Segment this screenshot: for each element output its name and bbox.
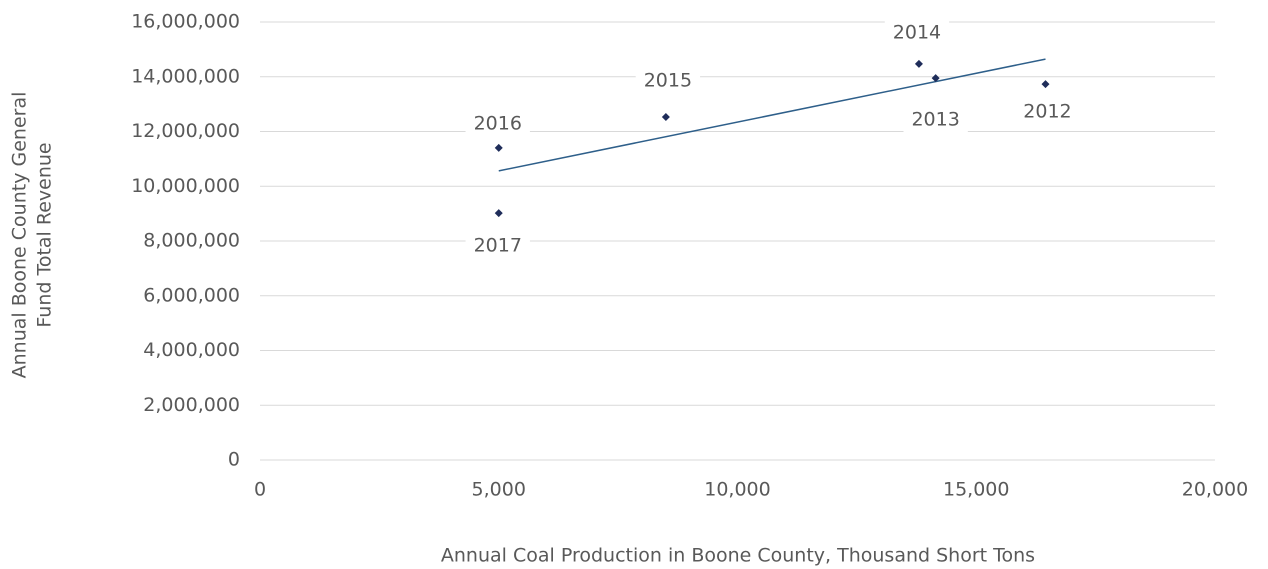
- label-background: [635, 67, 701, 94]
- point: [914, 59, 923, 68]
- y-tick-label: 4,000,000: [143, 339, 240, 361]
- point-label: 2013: [911, 109, 959, 131]
- x-axis-title: Annual Coal Production in Boone County, …: [441, 545, 1035, 567]
- point: [494, 143, 503, 152]
- x-tick-label: 0: [254, 479, 266, 501]
- label-background: [465, 110, 530, 137]
- y-axis-title: Fund Total Revenue: [34, 142, 56, 327]
- y-tick-label: 6,000,000: [143, 284, 240, 306]
- y-tick-label: 0: [228, 449, 240, 471]
- trendline: [498, 58, 1046, 172]
- y-tick-label: 12,000,000: [131, 120, 240, 142]
- point: [931, 74, 940, 83]
- label-background: [1015, 98, 1080, 125]
- x-tick-label: 15,000: [943, 479, 1009, 501]
- point-label: 2017: [474, 235, 522, 257]
- x-tick-label: 5,000: [472, 479, 526, 501]
- y-tick-label: 16,000,000: [131, 11, 240, 33]
- label-background: [884, 19, 950, 46]
- point: [1041, 80, 1050, 89]
- point-label: 2014: [893, 21, 941, 43]
- point-label: 2015: [644, 69, 692, 91]
- y-tick-label: 8,000,000: [143, 230, 240, 252]
- y-axis-title: Annual Boone County General: [9, 92, 31, 379]
- label-background: [903, 106, 968, 133]
- point-label: 2016: [474, 112, 522, 134]
- point-label: 2012: [1023, 101, 1071, 123]
- point: [661, 112, 670, 121]
- label-background: [465, 232, 530, 259]
- y-tick-label: 2,000,000: [143, 394, 240, 416]
- x-tick-label: 10,000: [704, 479, 770, 501]
- point: [494, 209, 503, 218]
- x-tick-label: 20,000: [1182, 479, 1248, 501]
- y-tick-label: 10,000,000: [131, 175, 240, 197]
- y-tick-label: 14,000,000: [131, 65, 240, 87]
